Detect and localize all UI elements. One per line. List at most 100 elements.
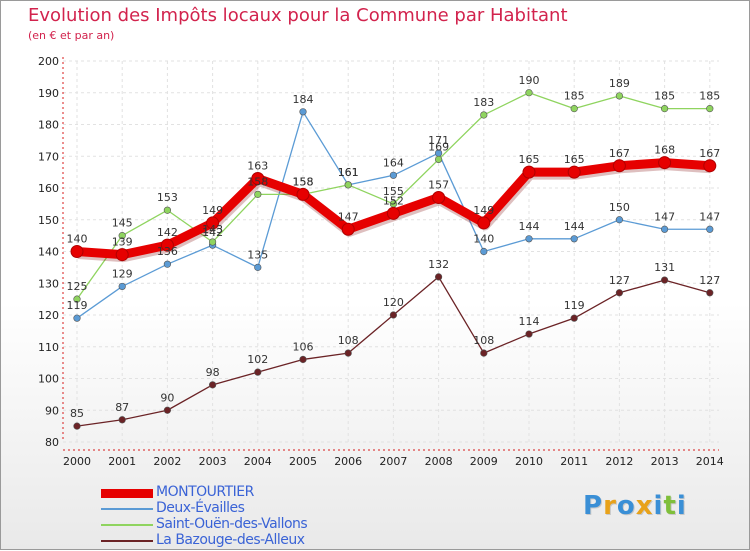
data-label: 190 bbox=[519, 74, 540, 87]
x-tick-label: 2009 bbox=[470, 455, 498, 468]
data-label: 163 bbox=[247, 159, 268, 172]
data-point bbox=[480, 111, 488, 119]
data-point bbox=[73, 295, 81, 303]
data-point bbox=[525, 89, 533, 97]
chart-subtitle: (en € et par an) bbox=[28, 29, 115, 42]
data-label: 108 bbox=[338, 334, 359, 347]
data-label: 168 bbox=[654, 144, 675, 157]
data-point bbox=[660, 276, 669, 284]
x-tick-label: 2013 bbox=[651, 455, 679, 468]
y-tick-label: 190 bbox=[38, 87, 59, 100]
axis-layer: 80 90 100 110 120 130 140 150 160 170 180 190 200 200… bbox=[38, 55, 724, 468]
legend-swatch bbox=[101, 540, 153, 542]
logo-letter: i bbox=[676, 491, 687, 521]
legend-item-saint-ouen: Saint-Ouën-des-Vallons bbox=[101, 516, 361, 533]
data-point bbox=[435, 273, 443, 281]
data-label: 136 bbox=[157, 245, 178, 258]
y-tick-label: 100 bbox=[38, 373, 59, 386]
data-label: 147 bbox=[654, 210, 675, 223]
data-point bbox=[296, 187, 310, 201]
data-label: 120 bbox=[383, 296, 404, 309]
legend-item-deux-evailles: Deux-Évailles bbox=[101, 500, 361, 517]
data-point bbox=[118, 416, 126, 424]
data-label: 150 bbox=[609, 201, 630, 214]
chart-title: Evolution des Impôts locaux pour la Comm… bbox=[28, 5, 568, 26]
data-label: 167 bbox=[609, 147, 630, 160]
data-point bbox=[658, 156, 672, 170]
data-label: 147 bbox=[699, 210, 720, 223]
data-label: 183 bbox=[473, 96, 494, 109]
data-point bbox=[703, 159, 717, 173]
data-point bbox=[209, 238, 217, 246]
data-label: 185 bbox=[564, 90, 585, 103]
data-label: 85 bbox=[70, 407, 84, 420]
legend-label: MONTOURTIER bbox=[156, 484, 254, 500]
data-point bbox=[115, 248, 129, 262]
legend-swatch bbox=[101, 524, 153, 526]
data-point bbox=[660, 105, 669, 113]
data-point bbox=[254, 368, 262, 376]
data-point bbox=[251, 171, 265, 185]
data-point bbox=[254, 263, 262, 271]
data-label: 158 bbox=[293, 175, 314, 188]
data-label: 106 bbox=[293, 340, 314, 353]
y-tick-label: 170 bbox=[38, 150, 59, 163]
data-label: 125 bbox=[67, 280, 88, 293]
x-tick-label: 2003 bbox=[199, 455, 227, 468]
data-point bbox=[70, 245, 84, 258]
data-label: 165 bbox=[564, 153, 585, 166]
x-tick-label: 2001 bbox=[108, 455, 136, 468]
legend-label: Deux-Évailles bbox=[156, 500, 245, 516]
data-point bbox=[567, 165, 581, 179]
data-label: 127 bbox=[609, 274, 630, 287]
data-point bbox=[525, 235, 533, 243]
y-tick-label: 110 bbox=[38, 341, 59, 354]
data-point bbox=[570, 314, 578, 322]
data-label: 152 bbox=[383, 194, 404, 207]
data-point bbox=[341, 222, 355, 236]
data-point bbox=[389, 171, 398, 179]
data-label: 167 bbox=[699, 147, 720, 160]
legend-item-montourtier: MONTOURTIER bbox=[101, 484, 361, 501]
data-point bbox=[118, 282, 126, 291]
logo-letter: x bbox=[635, 491, 654, 521]
data-point bbox=[254, 190, 262, 198]
data-label: 135 bbox=[247, 248, 268, 261]
data-point bbox=[344, 181, 352, 189]
data-label: 140 bbox=[473, 233, 494, 246]
data-point bbox=[480, 247, 488, 256]
data-point bbox=[209, 381, 217, 389]
data-point bbox=[615, 216, 624, 224]
data-point bbox=[477, 216, 491, 230]
data-label: 108 bbox=[473, 334, 494, 347]
data-label: 161 bbox=[338, 166, 359, 179]
data-label: 144 bbox=[519, 220, 540, 233]
data-point bbox=[389, 311, 398, 319]
x-tick-label: 2012 bbox=[605, 455, 633, 468]
data-label: 171 bbox=[428, 134, 449, 147]
proxiti-logo: Proxiti bbox=[583, 491, 687, 521]
data-point bbox=[570, 235, 578, 243]
x-tick-label: 2011 bbox=[560, 455, 588, 468]
logo-letter: i bbox=[653, 491, 664, 521]
x-tick-label: 2014 bbox=[696, 455, 724, 468]
data-point bbox=[386, 206, 400, 220]
data-point bbox=[160, 238, 174, 252]
data-label: 131 bbox=[654, 261, 675, 274]
data-label: 149 bbox=[202, 204, 223, 217]
data-point bbox=[206, 216, 220, 230]
x-tick-label: 2000 bbox=[63, 455, 91, 468]
data-point bbox=[615, 92, 624, 100]
data-label: 164 bbox=[383, 156, 404, 169]
logo-letter: t bbox=[663, 491, 677, 521]
x-tick-label: 2007 bbox=[379, 455, 407, 468]
data-point bbox=[299, 355, 307, 364]
legend: MONTOURTIER Deux-Évailles Saint-Ouën-des… bbox=[101, 484, 361, 549]
legend-swatch bbox=[101, 508, 153, 510]
data-label: 132 bbox=[428, 258, 449, 271]
data-point bbox=[163, 206, 171, 214]
logo-letter: P bbox=[583, 491, 604, 521]
data-label: 145 bbox=[112, 217, 133, 230]
